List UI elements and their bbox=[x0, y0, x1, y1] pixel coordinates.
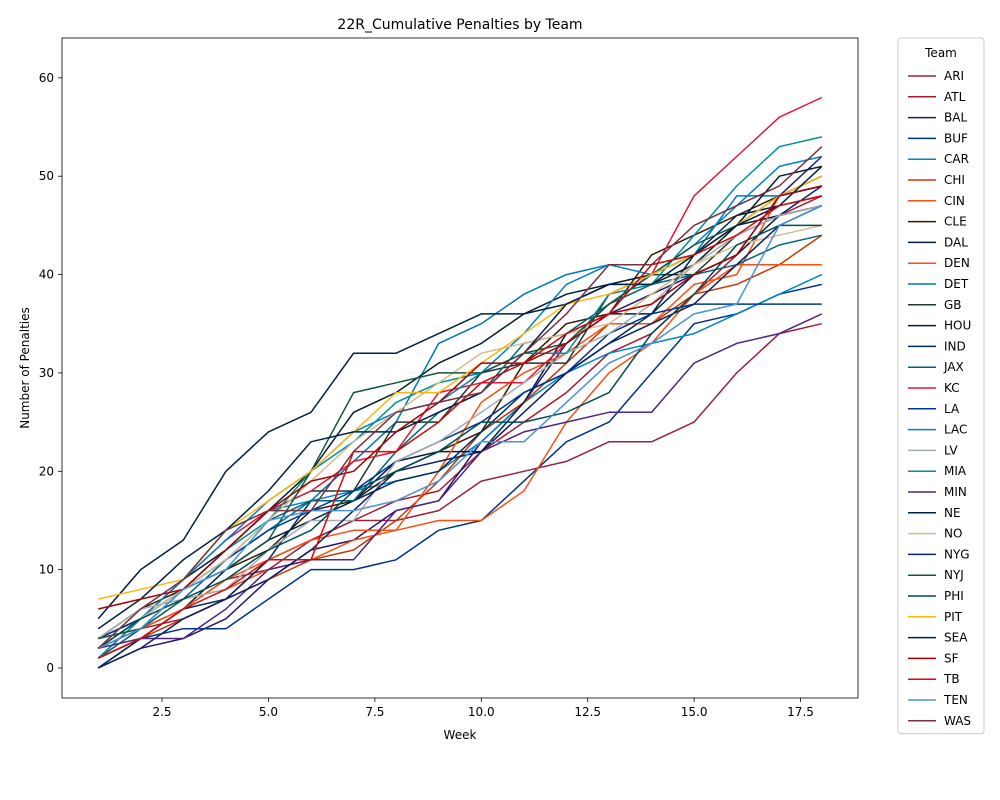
series-line-ne bbox=[97, 195, 822, 620]
series-line-det bbox=[97, 185, 822, 640]
x-axis-label: Week bbox=[444, 728, 477, 742]
legend-label-ind: IND bbox=[944, 339, 966, 353]
series-line-buf bbox=[97, 283, 822, 659]
legend-label-cin: CIN bbox=[944, 194, 965, 208]
series-line-cle bbox=[97, 185, 822, 640]
legend-label-chi: CHI bbox=[944, 173, 965, 187]
legend-label-atl: ATL bbox=[944, 90, 966, 104]
legend-label-dal: DAL bbox=[944, 235, 968, 249]
x-tick-label: 17.5 bbox=[787, 705, 814, 719]
legend-label-cle: CLE bbox=[944, 215, 967, 229]
series-line-hou bbox=[97, 165, 822, 649]
legend-label-sf: SF bbox=[944, 651, 959, 665]
legend-label-ne: NE bbox=[944, 506, 961, 520]
legend-label-den: DEN bbox=[944, 256, 970, 270]
legend-label-la: LA bbox=[944, 402, 960, 416]
series-line-ten bbox=[97, 205, 823, 649]
legend-label-buf: BUF bbox=[944, 131, 968, 145]
legend-title: Team bbox=[924, 46, 957, 60]
series-line-was bbox=[97, 146, 823, 649]
series-line-min bbox=[98, 313, 823, 650]
y-tick-label: 40 bbox=[39, 268, 54, 282]
legend-label-bal: BAL bbox=[944, 111, 967, 125]
legend-label-mia: MIA bbox=[944, 464, 967, 478]
series-line-lv bbox=[97, 204, 822, 640]
plot-frame bbox=[61, 37, 859, 699]
series-lines bbox=[97, 96, 823, 669]
legend-label-lv: LV bbox=[944, 443, 958, 457]
y-tick-label: 50 bbox=[39, 169, 54, 183]
legend-frame bbox=[897, 37, 985, 735]
legend-label-pit: PIT bbox=[944, 610, 963, 624]
series-line-nyg bbox=[97, 205, 823, 669]
series-line-sf bbox=[98, 185, 822, 610]
y-tick-label: 20 bbox=[39, 464, 54, 478]
legend-label-sea: SEA bbox=[944, 631, 968, 645]
x-tick-label: 15.0 bbox=[681, 705, 708, 719]
series-line-jax bbox=[97, 234, 822, 659]
series-line-chi bbox=[97, 234, 823, 659]
legend-label-tb: TB bbox=[943, 672, 960, 686]
legend-label-kc: KC bbox=[944, 381, 960, 395]
legend-label-ari: ARI bbox=[944, 69, 964, 83]
legend-label-lac: LAC bbox=[944, 423, 967, 437]
legend-label-nyg: NYG bbox=[944, 547, 970, 561]
y-tick-label: 30 bbox=[39, 366, 54, 380]
legend-label-nyj: NYJ bbox=[944, 568, 964, 582]
x-tick-label: 12.5 bbox=[574, 705, 601, 719]
legend-label-phi: PHI bbox=[944, 589, 964, 603]
legend-label-gb: GB bbox=[944, 298, 962, 312]
series-line-phi bbox=[97, 224, 822, 649]
legend-label-car: CAR bbox=[944, 152, 969, 166]
y-tick-label: 10 bbox=[39, 563, 54, 577]
y-tick-label: 60 bbox=[39, 71, 54, 85]
legend-label-min: MIN bbox=[944, 485, 967, 499]
series-line-den bbox=[97, 175, 823, 659]
x-tick-label: 5.0 bbox=[259, 705, 278, 719]
legend-label-no: NO bbox=[944, 527, 962, 541]
legend-label-hou: HOU bbox=[944, 319, 971, 333]
x-axis-ticks: 2.5 5.0 7.5 10.0 12.5 15.0 17.5 bbox=[152, 698, 814, 719]
legend-label-jax: JAX bbox=[943, 360, 964, 374]
legend: Team ARI ATL BAL BUF CAR CHI CIN CLE DAL DEN DET GB… bbox=[897, 37, 985, 735]
legend-label-det: DET bbox=[944, 277, 969, 291]
legend-label-was: WAS bbox=[944, 714, 971, 728]
series-line-no bbox=[97, 224, 822, 649]
legend-entries: ARI ATL BAL BUF CAR CHI CIN CLE DAL DEN DET GB HOU IN… bbox=[908, 69, 971, 728]
series-line-tb bbox=[97, 195, 822, 659]
x-tick-label: 10.0 bbox=[468, 705, 495, 719]
x-tick-label: 7.5 bbox=[365, 705, 384, 719]
series-line-bal bbox=[97, 155, 823, 669]
y-axis-ticks: 0 10 20 30 40 50 60 bbox=[39, 71, 62, 675]
y-axis-label: Number of Penalties bbox=[18, 307, 32, 429]
series-line-atl bbox=[98, 195, 823, 640]
y-tick-label: 0 bbox=[46, 661, 54, 675]
chart-title: 22R_Cumulative Penalties by Team bbox=[337, 17, 582, 33]
plot-area: 2.5 5.0 7.5 10.0 12.5 15.0 17.5 0 10 20 30 40 50 60 bbox=[39, 37, 859, 719]
series-line-lac bbox=[97, 155, 822, 659]
legend-label-ten: TEN bbox=[943, 693, 968, 707]
x-tick-label: 2.5 bbox=[152, 705, 171, 719]
